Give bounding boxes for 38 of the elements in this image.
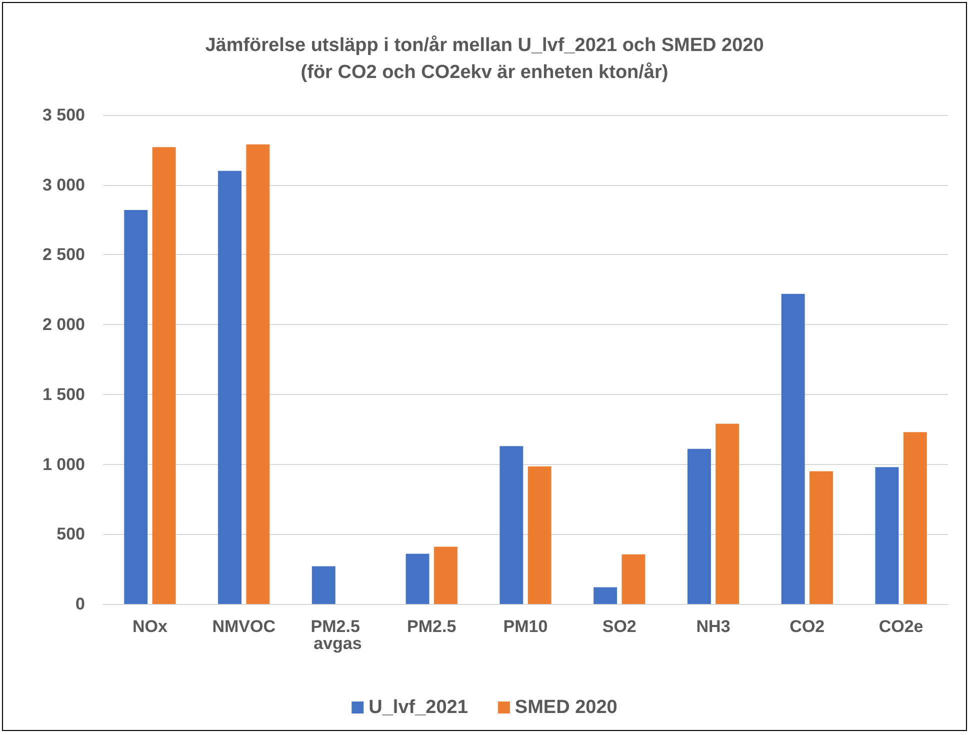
legend-label: U_lvf_2021 bbox=[368, 697, 468, 718]
bar bbox=[434, 546, 458, 604]
x-tick-label: CO2e bbox=[878, 617, 924, 636]
y-tick-label: 3 500 bbox=[42, 106, 85, 124]
y-tick-label: 2 500 bbox=[42, 245, 85, 264]
bar bbox=[406, 554, 430, 604]
y-tick-label: 500 bbox=[56, 524, 85, 544]
x-tick-label: NH3 bbox=[696, 617, 730, 636]
y-tick-label: 1 000 bbox=[42, 454, 85, 474]
x-tick-label: NOx bbox=[132, 617, 168, 636]
bar bbox=[781, 294, 805, 604]
bar bbox=[124, 210, 148, 604]
bar bbox=[622, 554, 646, 604]
bar bbox=[500, 446, 524, 604]
x-tick-label: PM10 bbox=[503, 617, 548, 636]
bar bbox=[875, 467, 899, 604]
y-tick-label: 1 500 bbox=[42, 384, 85, 404]
bar bbox=[810, 471, 833, 604]
bar bbox=[716, 424, 740, 604]
bar bbox=[594, 587, 618, 604]
legend-label: SMED 2020 bbox=[514, 697, 618, 718]
x-tick-label: NMVOC bbox=[212, 617, 276, 636]
bar bbox=[903, 432, 927, 604]
y-tick-label: 3 000 bbox=[42, 175, 85, 194]
bar bbox=[246, 144, 270, 604]
bar bbox=[218, 170, 242, 604]
y-tick-label: 2 000 bbox=[42, 315, 85, 334]
x-tick-label: PM2.5 bbox=[407, 617, 456, 636]
bar bbox=[687, 448, 711, 604]
bar bbox=[152, 147, 176, 604]
bar bbox=[312, 566, 336, 604]
x-tick-label: SO2 bbox=[602, 617, 636, 636]
chart-subtitle: (för CO2 och CO2ekv är enheten kton/år) bbox=[300, 62, 668, 83]
x-tick-label: PM2.5 avgas bbox=[310, 617, 365, 653]
bar bbox=[528, 466, 552, 604]
chart-title: Jämförelse utsläpp i ton/år mellan U_lvf_2021 och SMED 2020 bbox=[205, 35, 764, 56]
y-tick-label: 0 bbox=[76, 594, 85, 614]
x-tick-label: CO2 bbox=[790, 617, 825, 636]
